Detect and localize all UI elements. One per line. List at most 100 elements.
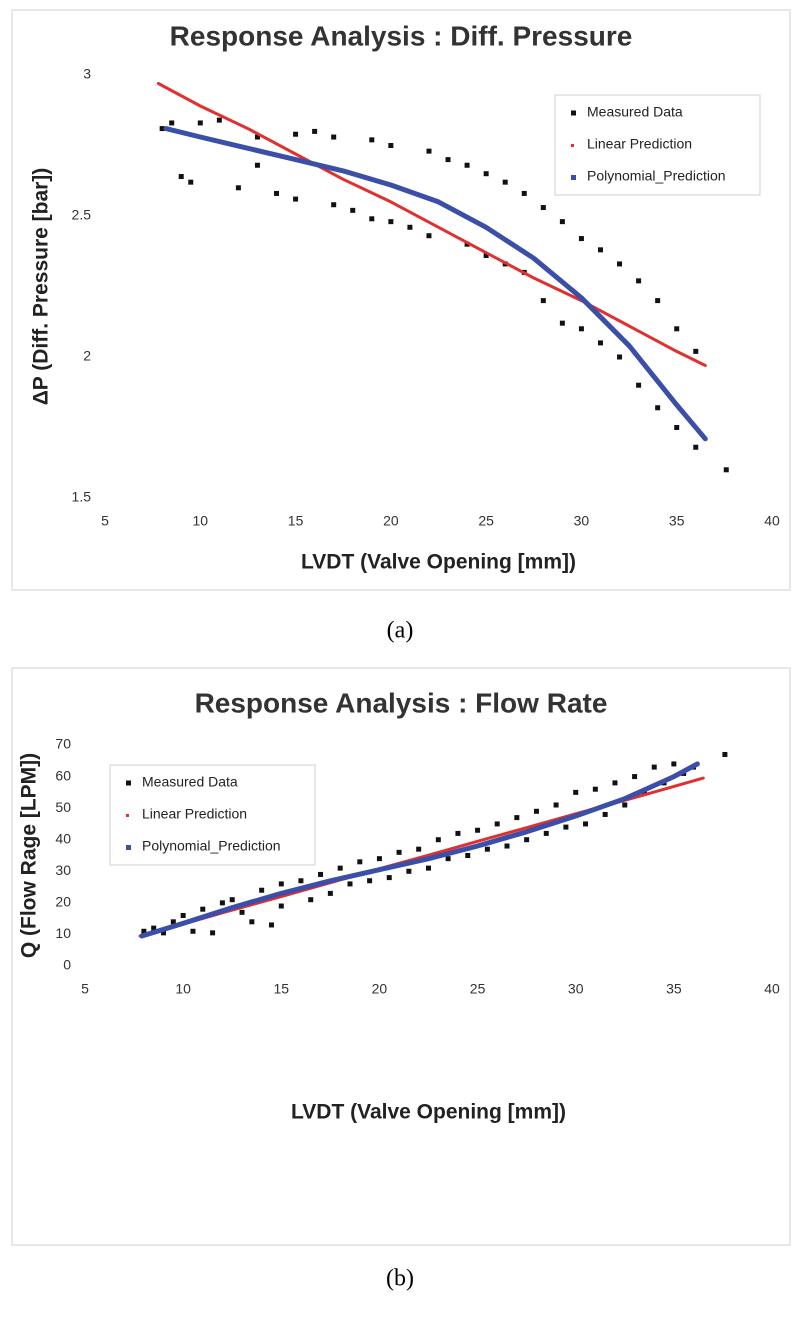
data-point — [636, 278, 642, 284]
data-point — [483, 171, 489, 177]
data-point — [219, 900, 225, 906]
data-point — [159, 126, 165, 132]
legend-swatch — [126, 845, 131, 850]
data-point — [690, 764, 696, 770]
data-point — [502, 261, 508, 267]
y-tick-label: 50 — [55, 799, 71, 815]
legend-label: Measured Data — [142, 774, 238, 790]
data-point — [464, 241, 470, 247]
data-point — [396, 849, 402, 855]
data-point — [723, 467, 729, 473]
data-point — [216, 117, 222, 123]
data-point — [514, 815, 520, 821]
data-point — [293, 196, 299, 202]
data-point — [229, 897, 235, 903]
x-tick-label: 35 — [666, 981, 682, 997]
data-point — [592, 786, 598, 792]
data-point — [239, 909, 245, 915]
data-point — [524, 837, 530, 843]
data-point — [540, 298, 546, 304]
y-tick-label: 30 — [55, 862, 71, 878]
y-tick-label: 1.5 — [72, 489, 92, 505]
chart: Response Analysis : Diff. Pressure LVDT (… — [11, 9, 791, 591]
data-point — [636, 382, 642, 388]
data-point — [188, 179, 194, 185]
data-point — [502, 179, 508, 185]
data-point — [693, 444, 699, 450]
data-point — [190, 928, 196, 934]
x-tick-label: 20 — [383, 513, 399, 529]
data-point — [141, 928, 147, 934]
data-point — [483, 252, 489, 258]
data-point — [367, 878, 373, 884]
data-point — [445, 856, 451, 862]
y-tick-label: 20 — [55, 894, 71, 910]
data-point — [200, 906, 206, 912]
chart-title: Response Analysis : Flow Rate — [195, 687, 608, 718]
data-point — [180, 912, 186, 918]
x-tick-label: 30 — [574, 513, 590, 529]
data-point — [563, 824, 569, 830]
data-point — [249, 919, 255, 925]
data-point — [722, 751, 728, 757]
data-point — [197, 120, 203, 126]
data-point — [671, 761, 677, 767]
data-point — [674, 425, 680, 430]
x-tick-label: 20 — [372, 981, 388, 997]
y-tick-label: 2.5 — [72, 207, 92, 223]
data-point — [386, 875, 392, 881]
x-tick-label: 15 — [273, 981, 289, 997]
legend-frame — [109, 764, 316, 866]
data-point — [308, 897, 314, 903]
data-point — [293, 131, 299, 137]
data-point — [597, 340, 603, 346]
data-point — [578, 326, 584, 332]
data-point — [388, 219, 394, 225]
legend-swatch — [571, 144, 574, 147]
x-tick-label: 5 — [101, 513, 109, 529]
data-point — [376, 856, 382, 862]
data-point — [312, 128, 318, 134]
legend-swatch — [126, 814, 129, 817]
data-point — [369, 216, 375, 222]
legend-label: Linear Prediction — [587, 136, 692, 152]
legend-swatch — [571, 175, 576, 180]
data-point — [254, 134, 260, 140]
data-point — [533, 808, 539, 814]
data-point — [681, 770, 687, 776]
legend: Measured Data Linear Prediction Polynomial… — [554, 94, 761, 196]
data-point — [210, 930, 216, 936]
data-point — [170, 919, 176, 925]
y-tick-label: 2 — [83, 348, 91, 364]
chart-frame — [11, 667, 791, 1246]
y-axis-label: Q (Flow Rage [LPM]) — [18, 753, 41, 958]
data-point — [622, 802, 628, 808]
legend-swatch — [126, 780, 131, 786]
data-point — [426, 233, 432, 239]
chart: Response Analysis : Flow Rate LVDT (Valve… — [11, 667, 791, 1246]
data-point — [254, 162, 260, 168]
legend: Measured Data Linear Prediction Polynomial… — [109, 764, 316, 866]
data-point — [465, 853, 471, 858]
data-point — [583, 821, 589, 827]
chart-title: Response Analysis : Diff. Pressure — [170, 20, 633, 51]
y-tick-label: 3 — [83, 66, 91, 82]
caption: (a) — [387, 618, 414, 644]
data-point — [178, 174, 184, 180]
x-tick-label: 10 — [192, 513, 208, 529]
data-point — [347, 881, 353, 887]
data-point — [484, 846, 490, 852]
legend-swatch — [571, 110, 576, 116]
data-point — [559, 320, 565, 326]
data-point — [494, 821, 500, 827]
data-point — [475, 827, 481, 833]
data-point — [597, 247, 603, 253]
y-tick-label: 60 — [55, 767, 71, 783]
data-point — [651, 764, 657, 770]
y-axis-label: ΔP (Diff. Pressure [bar]) — [30, 168, 53, 406]
data-point — [543, 830, 549, 836]
data-point — [553, 802, 559, 808]
legend-label: Linear Prediction — [142, 806, 247, 822]
data-point — [641, 789, 647, 795]
